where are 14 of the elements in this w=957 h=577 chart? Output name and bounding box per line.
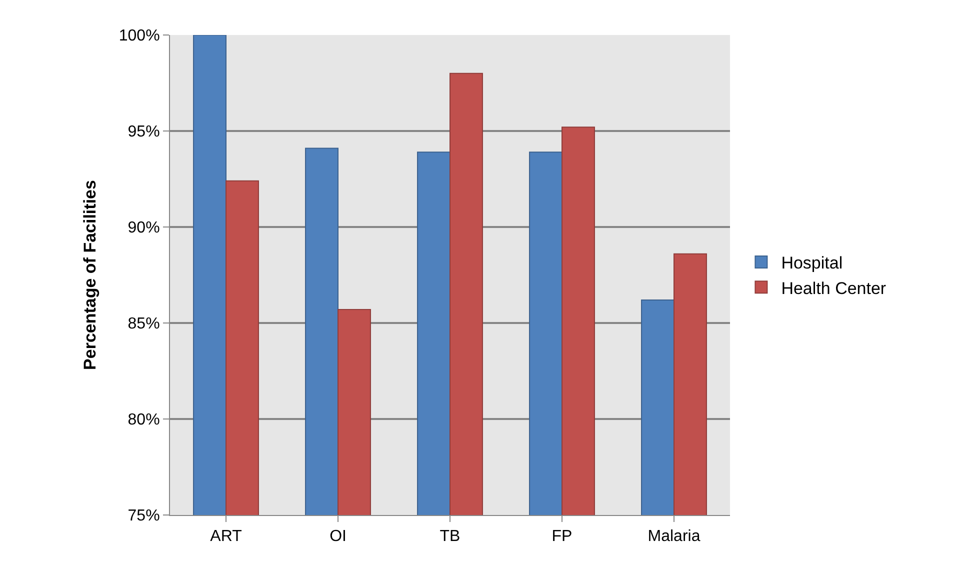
y-tick-label: 95% [128, 124, 160, 141]
y-tick-label: 80% [128, 412, 160, 429]
y-axis-title: Percentage of Facilities [80, 180, 100, 370]
x-tick-label: TB [440, 528, 460, 546]
legend-label: Hospital [781, 254, 843, 273]
y-tick-label: 85% [128, 316, 160, 333]
x-tick-label: ART [210, 528, 242, 546]
y-tick-label: 90% [128, 220, 160, 237]
x-tick-label: FP [552, 528, 572, 546]
y-tick-label: 75% [128, 508, 160, 525]
legend-label: Health Center [781, 278, 886, 298]
x-tick-label: Malaria [648, 528, 700, 546]
x-tick-label: OI [330, 528, 346, 546]
y-tick-label: 100% [118, 28, 160, 45]
